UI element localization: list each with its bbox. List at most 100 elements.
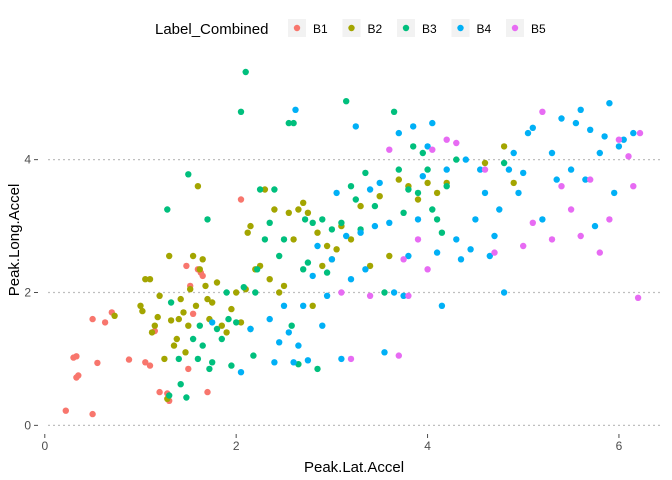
point-b3	[343, 98, 350, 105]
point-b3	[304, 259, 312, 266]
point-b2	[424, 179, 431, 187]
point-b2	[500, 143, 508, 150]
point-b4	[496, 206, 503, 213]
point-b3	[177, 381, 184, 388]
x-tick-label: 2	[233, 439, 240, 453]
data-points	[62, 68, 644, 418]
point-b5	[395, 352, 402, 359]
x-axis-title: Peak.Lat.Accel	[304, 459, 404, 476]
point-b4	[601, 133, 608, 140]
point-b5	[606, 216, 613, 223]
point-b4	[237, 369, 245, 376]
point-b3	[319, 216, 326, 223]
point-b4	[606, 100, 613, 107]
point-b5	[443, 136, 450, 143]
point-b2	[223, 329, 230, 336]
point-b5	[625, 153, 632, 160]
point-b2	[156, 292, 163, 299]
point-b5	[429, 146, 436, 153]
y-tick-label: 4	[24, 153, 31, 167]
point-b3	[429, 206, 436, 213]
point-b3	[309, 219, 316, 226]
point-b4	[453, 236, 460, 243]
point-b3	[400, 209, 407, 216]
point-b3	[223, 289, 230, 296]
point-b4	[285, 329, 292, 336]
point-b1	[89, 410, 96, 418]
point-b5	[481, 166, 489, 173]
point-b2	[247, 222, 254, 230]
point-b3	[194, 355, 202, 363]
point-b4	[520, 169, 527, 177]
legend-swatch-b2	[348, 24, 355, 32]
point-b4	[472, 216, 479, 223]
point-b5	[587, 176, 594, 183]
point-b3	[266, 219, 273, 226]
point-b4	[357, 229, 364, 236]
point-b4	[491, 232, 498, 240]
point-b1	[73, 353, 80, 360]
point-b3	[381, 289, 388, 296]
point-b2	[209, 299, 216, 306]
point-b2	[323, 242, 331, 250]
point-b2	[170, 342, 178, 349]
point-b5	[615, 136, 623, 143]
point-b5	[491, 249, 498, 256]
point-b2	[194, 183, 202, 190]
point-b3	[240, 284, 247, 291]
point-b5	[567, 206, 575, 213]
point-b2	[333, 246, 340, 253]
point-b2	[148, 329, 156, 336]
point-b2	[276, 289, 283, 296]
point-b4	[620, 136, 627, 143]
point-b3	[443, 183, 450, 190]
point-b4	[467, 246, 474, 253]
point-b2	[314, 229, 321, 236]
point-b3	[167, 299, 175, 306]
point-b3	[453, 156, 460, 163]
point-b4	[591, 222, 599, 230]
point-b2	[187, 286, 194, 293]
point-b2	[185, 322, 192, 329]
point-b2	[319, 262, 326, 270]
point-b2	[244, 229, 251, 236]
point-b4	[587, 126, 594, 133]
point-b4	[290, 359, 297, 366]
point-b2	[414, 196, 422, 203]
point-b4	[582, 176, 589, 183]
point-b2	[142, 276, 149, 283]
point-b5	[630, 183, 637, 190]
grid-lines	[48, 158, 662, 427]
point-b5	[386, 146, 393, 153]
point-b3	[213, 325, 221, 333]
point-b5	[347, 355, 355, 363]
point-b4	[292, 106, 299, 114]
point-b4	[366, 186, 374, 193]
point-b5	[520, 242, 527, 250]
point-b2	[510, 179, 517, 187]
point-b2	[481, 159, 489, 167]
point-b4	[500, 289, 508, 296]
point-b4	[209, 319, 216, 326]
point-b2	[295, 206, 302, 213]
point-b3	[414, 189, 422, 197]
point-b4	[333, 189, 340, 197]
point-b4	[304, 357, 312, 364]
legend-swatch-b1	[293, 24, 301, 32]
legend-label-b5: B5	[531, 22, 546, 36]
point-b4	[314, 242, 321, 250]
point-b4	[424, 143, 431, 150]
point-b4	[295, 342, 302, 349]
point-b1	[75, 372, 82, 379]
point-b3	[256, 186, 264, 193]
legend-swatch-b5	[511, 24, 519, 32]
point-b2	[199, 256, 206, 263]
point-b1	[156, 388, 163, 396]
legend: Label_Combined B1 B2 B3 B4 B5	[155, 19, 546, 38]
point-b3	[300, 266, 307, 273]
point-b2	[347, 236, 355, 243]
point-b4	[462, 156, 469, 163]
point-b3	[204, 216, 211, 223]
point-b2	[309, 302, 316, 309]
